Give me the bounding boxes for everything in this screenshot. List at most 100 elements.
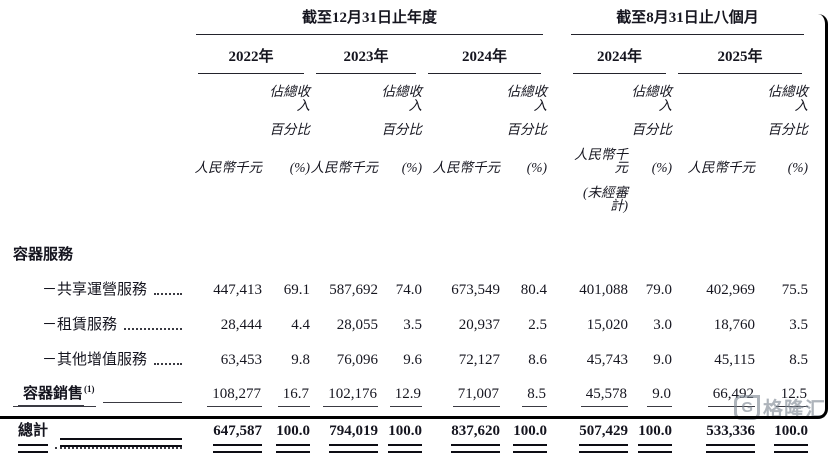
cell: 4.4 [291, 316, 310, 333]
pct-header: 佔總收入 [381, 84, 423, 113]
cell: 18,760 [713, 316, 755, 333]
pct-header: 百分比 [767, 122, 809, 137]
pct-unit-header: (%) [526, 160, 547, 175]
cell: 3.0 [653, 316, 672, 333]
cell: 9.0 [628, 386, 672, 407]
cell: 20,937 [458, 316, 500, 333]
pct-header: 百分比 [381, 122, 423, 137]
footnote-marker: (1) [84, 383, 95, 394]
gelonghui-logo-icon: G [734, 395, 760, 420]
year-header-row: 2022年 2023年 2024年 2024年 2025年 [0, 35, 808, 74]
pct-unit-header: (%) [651, 160, 672, 175]
cell: 12.9 [378, 386, 422, 407]
cell: 8.5 [500, 386, 547, 407]
year-2024-8m: 2024年 [573, 45, 666, 74]
subheader-row-4: (未經審計) [0, 175, 808, 213]
cell: 76,096 [336, 351, 378, 368]
cell: 74.0 [395, 281, 422, 298]
pct-unit-header: (%) [401, 160, 422, 175]
pct-header: 百分比 [631, 122, 673, 137]
cell: 15,020 [586, 316, 628, 333]
row-label-other-value-added: －其他增值服務 [0, 348, 192, 369]
cell: 28,444 [220, 316, 262, 333]
row-label-total: 總計 [0, 419, 192, 453]
subheader-row-2: 百分比 百分比 百分比 百分比 百分比 [0, 112, 809, 137]
table-row: －共享運營服務 447,413 69.1 587,692 74.0 673,54… [0, 278, 808, 299]
pct-unit-header: (%) [289, 160, 310, 175]
gelonghui-watermark: G 格隆汇 [734, 393, 826, 422]
pct-header: 百分比 [269, 122, 311, 137]
row-label-shared-operation: －共享運營服務 [0, 278, 192, 299]
cell: 71,007 [422, 386, 500, 407]
dot-leader [102, 399, 182, 403]
cell: 9.0 [653, 351, 672, 368]
unaudited-note: (未經審計) [583, 184, 628, 213]
cell: 102,176 [310, 386, 378, 407]
table-row: 容器服務 [0, 243, 808, 264]
cell: 72,127 [458, 351, 500, 368]
cell: 9.8 [291, 351, 310, 368]
subheader-row-3: 人民幣千元 (%) 人民幣千元 (%) 人民幣千元 (%) 人民幣千元 (%) … [0, 137, 809, 175]
pct-header: 佔總收入 [767, 84, 809, 113]
cell: 2.5 [528, 316, 547, 333]
cell: 100.0 [378, 423, 422, 453]
financial-table-page: 截至12月31日止年度 截至8月31日止八個月 2022年 2023年 2024… [0, 0, 830, 420]
cell: 447,413 [213, 281, 262, 298]
cell: 69.1 [283, 281, 310, 298]
cell: 794,019 [310, 423, 378, 453]
pct-header: 佔總收入 [269, 84, 311, 113]
table-row: 總計 647,587 100.0 794,019 100.0 837,620 1… [0, 419, 808, 453]
amount-header: 人民幣千元 [432, 160, 501, 175]
dot-leader [154, 362, 182, 365]
group-title-year-ended: 截至12月31日止年度 [196, 6, 543, 35]
cell: 45,578 [567, 386, 628, 407]
cell: 45,115 [714, 351, 755, 368]
cell: 8.5 [789, 351, 808, 368]
group-header-row: 截至12月31日止年度 截至8月31日止八個月 [0, 6, 808, 35]
cell: 63,453 [220, 351, 262, 368]
cell: 100.0 [628, 423, 672, 453]
cell: 837,620 [422, 423, 500, 453]
cell: 647,587 [192, 423, 262, 453]
group-title-eight-months: 截至8月31日止八個月 [571, 6, 804, 35]
year-2024: 2024年 [428, 45, 541, 74]
cell: 3.5 [403, 316, 422, 333]
row-label-container-sales: 容器銷售(1) [0, 382, 192, 407]
cell: 16.7 [262, 386, 310, 407]
dot-leader [55, 434, 182, 449]
table-row: －其他增值服務 63,453 9.8 76,096 9.6 72,127 8.6… [0, 348, 808, 369]
amount-header: 人民幣千元 [194, 160, 263, 175]
table-row: －租賃服務 28,444 4.4 28,055 3.5 20,937 2.5 1… [0, 313, 808, 334]
cell: 533,336 [672, 423, 755, 453]
pct-unit-header: (%) [787, 160, 808, 175]
cell: 108,277 [192, 386, 262, 407]
cell: 100.0 [755, 423, 808, 453]
pct-header: 百分比 [506, 122, 548, 137]
cell: 79.0 [645, 281, 672, 298]
cell: 28,055 [336, 316, 378, 333]
pct-header: 佔總收入 [506, 84, 548, 113]
cell: 9.6 [403, 351, 422, 368]
cell: 401,088 [579, 281, 628, 298]
year-2025-8m: 2025年 [678, 45, 802, 74]
row-label-leasing: －租賃服務 [0, 313, 192, 334]
year-2022: 2022年 [198, 45, 304, 74]
amount-header: 人民幣千元 [574, 146, 628, 175]
cell: 75.5 [781, 281, 808, 298]
dot-leader [124, 327, 182, 330]
cell: 587,692 [329, 281, 378, 298]
table-row: 容器銷售(1) 108,277 16.7 102,176 12.9 71,007… [0, 382, 808, 407]
dot-leader [154, 292, 182, 295]
cell: 100.0 [262, 423, 310, 453]
revenue-breakdown-table: 截至12月31日止年度 截至8月31日止八個月 2022年 2023年 2024… [0, 6, 808, 453]
amount-header: 人民幣千元 [687, 160, 756, 175]
cell: 402,969 [706, 281, 755, 298]
subheader-row-1: 佔總收入 佔總收入 佔總收入 佔總收入 佔總收入 [0, 74, 809, 113]
cell: 673,549 [451, 281, 500, 298]
amount-header: 人民幣千元 [310, 160, 379, 175]
year-2023: 2023年 [316, 45, 416, 74]
cell: 12.5 [755, 386, 808, 407]
row-label-container-services: 容器服務 [13, 246, 74, 263]
cell: 8.6 [528, 351, 547, 368]
cell: 507,429 [567, 423, 628, 453]
